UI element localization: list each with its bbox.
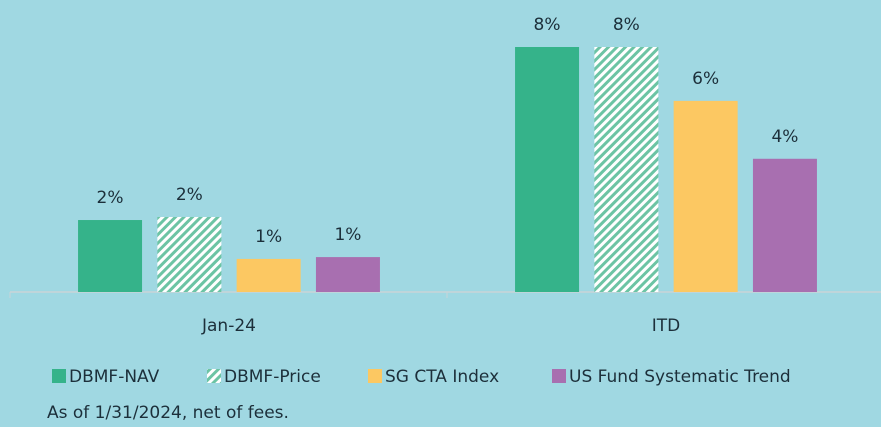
x-tick-label: Jan-24 (201, 316, 256, 336)
legend-swatch (552, 369, 566, 383)
legend-label: SG CTA Index (385, 367, 499, 387)
value-label: 4% (771, 127, 798, 147)
value-label: 1% (255, 227, 282, 247)
bar (78, 220, 143, 292)
bar (515, 47, 580, 292)
value-label: 1% (334, 225, 361, 245)
legend-swatch (368, 369, 382, 383)
legend-label: DBMF-Price (224, 367, 321, 387)
bar (315, 257, 380, 292)
bar (673, 100, 738, 293)
value-label: 8% (534, 15, 561, 35)
x-tick-label: ITD (652, 316, 681, 336)
legend-swatch (52, 369, 66, 383)
bar (752, 158, 817, 292)
bar (157, 216, 222, 292)
bar (594, 47, 659, 292)
value-label: 6% (692, 69, 719, 89)
value-label: 2% (176, 185, 203, 205)
footnote: As of 1/31/2024, net of fees. (47, 403, 289, 423)
legend-swatch (207, 369, 221, 383)
value-label: 2% (97, 188, 124, 208)
value-label: 8% (613, 15, 640, 35)
legend-label: DBMF-NAV (69, 367, 160, 387)
bar (236, 258, 301, 292)
legend-label: US Fund Systematic Trend (569, 367, 791, 387)
